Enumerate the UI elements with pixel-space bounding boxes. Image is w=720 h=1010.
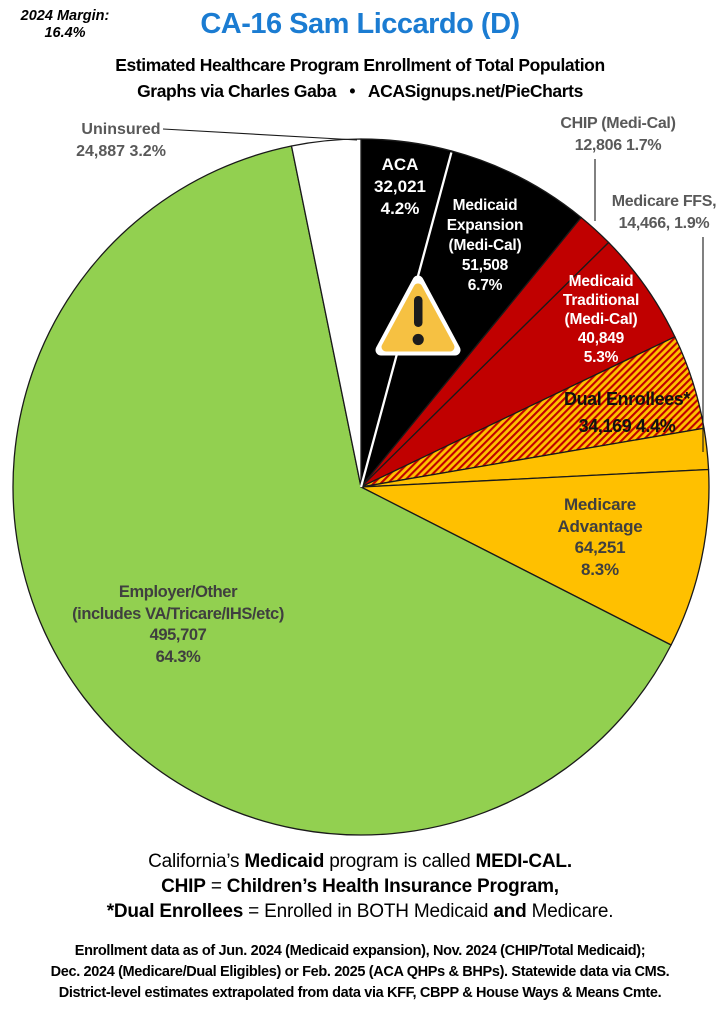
slice-uninsured xyxy=(290,138,362,488)
slice-label-medicaid-traditional: Medicaid Traditional (Medi-Cal) 40,849 5.3% xyxy=(562,273,640,366)
warning-icon-exclamation-dot xyxy=(412,333,424,346)
note-line-chip: CHIP = Children’s Health Insurance Progr… xyxy=(161,876,559,897)
leader-line-uninsured xyxy=(162,128,358,141)
pie-slices xyxy=(12,138,710,836)
slice-employer-other xyxy=(12,145,672,836)
subtitle: Estimated Healthcare Program Enrollment … xyxy=(115,55,605,75)
leader-lines xyxy=(162,128,704,452)
slice-medicare-advantage xyxy=(360,468,710,646)
attribution: Graphs via Charles Gaba • ACASignups.net… xyxy=(137,81,583,101)
slice-label-chip: CHIP (Medi-Cal) 12,806 1.7% xyxy=(560,115,676,154)
warning-icon-exclamation-bar xyxy=(414,296,423,327)
slice-label-medicaid-expansion: Medicaid Expansion (Medi-Cal) 51,508 6.7% xyxy=(446,197,524,294)
margin-note: 2024 Margin: 16.4% xyxy=(20,8,110,41)
page-title: CA-16 Sam Liccardo (D) xyxy=(200,8,520,40)
data-source-footer: Enrollment data as of Jun. 2024 (Medicai… xyxy=(50,943,670,1001)
slice-label-medicare-advantage: Medicare Advantage 64,251 8.3% xyxy=(557,495,643,579)
slice-label-employer-other: Employer/Other (includes VA/Tricare/IHS/e… xyxy=(72,583,284,666)
warning-icon xyxy=(375,275,461,356)
slice-label-medicare-ffs: Medicare FFS, 14,466, 1.9% xyxy=(611,193,717,232)
slice-medicaid-expansion xyxy=(360,150,582,488)
note-line-dual: *Dual Enrollees = Enrolled in BOTH Medic… xyxy=(106,901,614,922)
slice-label-uninsured: Uninsured 24,887 3.2% xyxy=(76,121,166,160)
note-line-medicaid: California’s Medicaid program is called … xyxy=(148,851,572,872)
slice-label-dual-enrollees: Dual Enrollees* 34,169 4.4% xyxy=(563,389,691,436)
definitions-notes: California’s Medicaid program is called … xyxy=(0,849,720,924)
slice-label-aca: ACA 32,021 4.2% xyxy=(374,155,426,218)
